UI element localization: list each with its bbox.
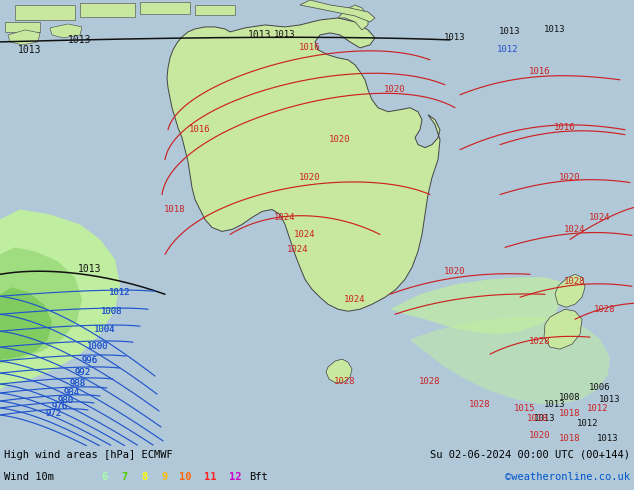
Text: 7: 7: [122, 472, 128, 482]
Text: 1006: 1006: [589, 383, 611, 392]
Text: 984: 984: [64, 388, 80, 396]
Text: Wind 10m: Wind 10m: [4, 472, 54, 482]
Text: 1018: 1018: [559, 410, 581, 418]
Text: 1012: 1012: [109, 288, 131, 297]
Text: 996: 996: [82, 356, 98, 365]
Text: 996: 996: [82, 356, 98, 365]
Polygon shape: [338, 5, 368, 30]
Text: 1013: 1013: [249, 30, 272, 40]
Text: 980: 980: [58, 395, 74, 405]
Text: 1018: 1018: [164, 205, 186, 214]
Text: 1020: 1020: [559, 173, 581, 182]
Text: 1013: 1013: [544, 399, 566, 409]
Text: 1028: 1028: [529, 337, 551, 345]
Text: High wind areas [hPa] ECMWF: High wind areas [hPa] ECMWF: [4, 450, 172, 460]
Text: 1020: 1020: [529, 431, 551, 441]
Text: 976: 976: [52, 402, 68, 412]
Text: 1013: 1013: [78, 264, 101, 274]
Text: 8: 8: [142, 472, 148, 482]
Text: 1024: 1024: [294, 230, 316, 239]
Text: 992: 992: [75, 368, 91, 377]
Text: 1028: 1028: [469, 399, 491, 409]
Text: 10: 10: [179, 472, 191, 482]
Text: 1000: 1000: [87, 342, 109, 351]
Text: 1013: 1013: [534, 415, 556, 423]
Text: 1008: 1008: [101, 307, 123, 316]
Text: 1012: 1012: [577, 419, 598, 428]
Bar: [140, 2, 190, 14]
Text: 1028: 1028: [564, 277, 586, 286]
Text: 1004: 1004: [94, 325, 116, 334]
Polygon shape: [555, 274, 585, 307]
Polygon shape: [8, 30, 40, 45]
Bar: [5, 22, 40, 32]
Polygon shape: [300, 0, 375, 22]
Text: 11: 11: [204, 472, 216, 482]
Text: 1004: 1004: [94, 325, 116, 334]
Text: 12: 12: [229, 472, 242, 482]
Text: 1012: 1012: [587, 404, 609, 414]
Text: 1008: 1008: [101, 307, 123, 316]
Text: 1024: 1024: [344, 295, 366, 304]
Text: 1018: 1018: [527, 415, 549, 423]
Text: 972: 972: [46, 410, 62, 418]
Bar: [195, 5, 235, 15]
Text: 988: 988: [70, 379, 86, 388]
Polygon shape: [544, 309, 582, 349]
Text: 1013: 1013: [68, 35, 92, 45]
Polygon shape: [0, 210, 120, 446]
Text: 1013: 1013: [499, 27, 521, 36]
Text: 1013: 1013: [275, 30, 295, 39]
Text: 1020: 1020: [384, 85, 406, 94]
Text: 1012: 1012: [109, 288, 131, 297]
Text: 1016: 1016: [554, 123, 576, 132]
Text: 1020: 1020: [299, 173, 321, 182]
Text: 1016: 1016: [529, 67, 551, 76]
Text: 1016: 1016: [190, 125, 210, 134]
Text: 1024: 1024: [589, 213, 611, 222]
Text: 1013: 1013: [597, 435, 619, 443]
Text: 1016: 1016: [299, 44, 321, 52]
Polygon shape: [410, 317, 610, 404]
Bar: [15, 5, 75, 20]
Text: 1015: 1015: [514, 404, 536, 414]
Text: 6: 6: [102, 472, 108, 482]
Text: 1024: 1024: [564, 225, 586, 234]
Text: 992: 992: [75, 368, 91, 377]
Text: 1012: 1012: [497, 46, 519, 54]
Polygon shape: [167, 18, 440, 311]
Polygon shape: [50, 24, 82, 38]
Polygon shape: [0, 247, 82, 446]
Text: 1008: 1008: [559, 392, 581, 401]
Text: 1020: 1020: [329, 135, 351, 144]
Text: 1028: 1028: [594, 305, 616, 314]
Bar: [80, 3, 135, 17]
Text: 1028: 1028: [419, 376, 441, 386]
Text: 1013: 1013: [18, 45, 42, 55]
Text: 980: 980: [58, 395, 74, 405]
Text: Bft: Bft: [249, 472, 268, 482]
Polygon shape: [390, 277, 562, 334]
Text: 988: 988: [70, 379, 86, 388]
Text: 1024: 1024: [287, 245, 309, 254]
Text: 984: 984: [64, 388, 80, 396]
Text: 976: 976: [52, 402, 68, 412]
Text: 972: 972: [46, 410, 62, 418]
Text: 1000: 1000: [87, 342, 109, 351]
Text: 1018: 1018: [559, 435, 581, 443]
Text: 9: 9: [162, 472, 168, 482]
Text: 1013: 1013: [599, 394, 621, 404]
Text: 1013: 1013: [444, 33, 466, 43]
Text: Su 02-06-2024 00:00 UTC (00+144): Su 02-06-2024 00:00 UTC (00+144): [430, 450, 630, 460]
Text: ©weatheronline.co.uk: ©weatheronline.co.uk: [505, 472, 630, 482]
Polygon shape: [0, 287, 52, 446]
Text: 1020: 1020: [444, 267, 466, 276]
Text: 1028: 1028: [334, 376, 356, 386]
Text: 1013: 1013: [544, 25, 566, 34]
Polygon shape: [326, 359, 352, 383]
Text: 1024: 1024: [275, 213, 295, 222]
